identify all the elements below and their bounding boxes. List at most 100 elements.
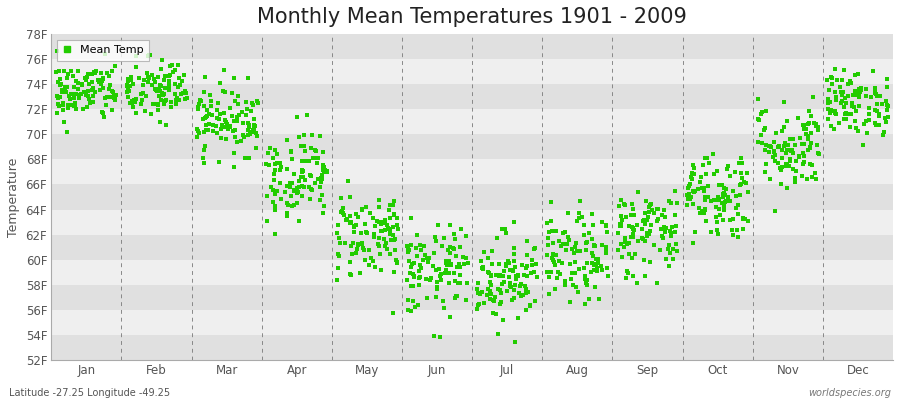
- Point: [387, 198, 401, 204]
- Point: [508, 282, 523, 288]
- Y-axis label: Temperature: Temperature: [7, 157, 20, 237]
- Point: [775, 155, 789, 161]
- Point: [202, 92, 217, 98]
- Point: [287, 187, 302, 194]
- Point: [548, 286, 562, 292]
- Point: [447, 245, 462, 252]
- Point: [439, 258, 454, 264]
- Point: [697, 210, 711, 216]
- Point: [351, 242, 365, 248]
- Point: [547, 262, 562, 268]
- Point: [475, 266, 490, 272]
- Point: [435, 242, 449, 249]
- Point: [740, 170, 754, 176]
- Point: [626, 226, 640, 232]
- Point: [514, 281, 528, 287]
- Point: [94, 81, 108, 87]
- Point: [715, 182, 729, 188]
- Point: [733, 160, 747, 166]
- Point: [60, 105, 75, 111]
- Point: [200, 113, 214, 120]
- Point: [836, 104, 850, 110]
- Point: [218, 117, 232, 123]
- Point: [414, 264, 428, 271]
- Point: [490, 310, 504, 317]
- Point: [86, 71, 100, 78]
- Point: [805, 162, 819, 168]
- Point: [471, 290, 485, 296]
- Point: [316, 162, 330, 169]
- Point: [833, 100, 848, 106]
- Point: [501, 274, 516, 280]
- Legend: Mean Temp: Mean Temp: [57, 40, 149, 61]
- Point: [437, 235, 452, 242]
- Point: [639, 198, 653, 204]
- Point: [390, 260, 404, 266]
- Point: [212, 80, 227, 87]
- Point: [230, 118, 244, 124]
- Point: [378, 226, 392, 233]
- Point: [585, 260, 599, 266]
- Point: [453, 280, 467, 286]
- Point: [198, 73, 212, 80]
- Point: [273, 160, 287, 166]
- Point: [509, 272, 524, 279]
- Point: [279, 210, 293, 216]
- Point: [441, 247, 455, 254]
- Point: [487, 298, 501, 304]
- Point: [196, 102, 211, 109]
- Point: [498, 226, 512, 233]
- Point: [828, 89, 842, 95]
- Point: [492, 272, 507, 278]
- Point: [549, 251, 563, 258]
- Point: [71, 92, 86, 98]
- Point: [167, 66, 182, 73]
- Point: [171, 84, 185, 90]
- Point: [843, 110, 858, 117]
- Point: [860, 130, 874, 136]
- Point: [422, 254, 436, 261]
- Point: [413, 262, 428, 268]
- Point: [668, 229, 682, 235]
- Point: [565, 245, 580, 252]
- Point: [318, 167, 332, 174]
- Point: [428, 294, 443, 301]
- Point: [589, 256, 603, 262]
- Point: [82, 80, 96, 87]
- Point: [461, 260, 475, 266]
- Point: [542, 291, 556, 297]
- Point: [104, 94, 118, 100]
- Point: [460, 280, 474, 286]
- Point: [284, 180, 298, 186]
- Point: [540, 220, 554, 226]
- Point: [223, 105, 238, 111]
- Point: [76, 89, 91, 95]
- Point: [419, 295, 434, 301]
- Point: [380, 246, 394, 252]
- Point: [367, 234, 382, 240]
- Point: [302, 184, 316, 190]
- Point: [58, 88, 73, 95]
- Point: [692, 210, 706, 216]
- Point: [330, 229, 345, 236]
- Point: [546, 251, 561, 258]
- Point: [351, 214, 365, 220]
- Point: [698, 155, 712, 162]
- Point: [60, 70, 75, 77]
- Point: [700, 194, 715, 200]
- Point: [803, 145, 817, 152]
- Point: [442, 280, 456, 286]
- Point: [420, 259, 435, 266]
- Point: [367, 222, 382, 229]
- Point: [821, 96, 835, 102]
- Point: [842, 80, 856, 87]
- Point: [835, 77, 850, 83]
- Point: [665, 256, 680, 262]
- Point: [312, 183, 327, 190]
- Point: [686, 162, 700, 168]
- Point: [759, 161, 773, 167]
- Point: [443, 250, 457, 256]
- Point: [530, 274, 544, 280]
- Point: [734, 181, 748, 188]
- Point: [504, 284, 518, 290]
